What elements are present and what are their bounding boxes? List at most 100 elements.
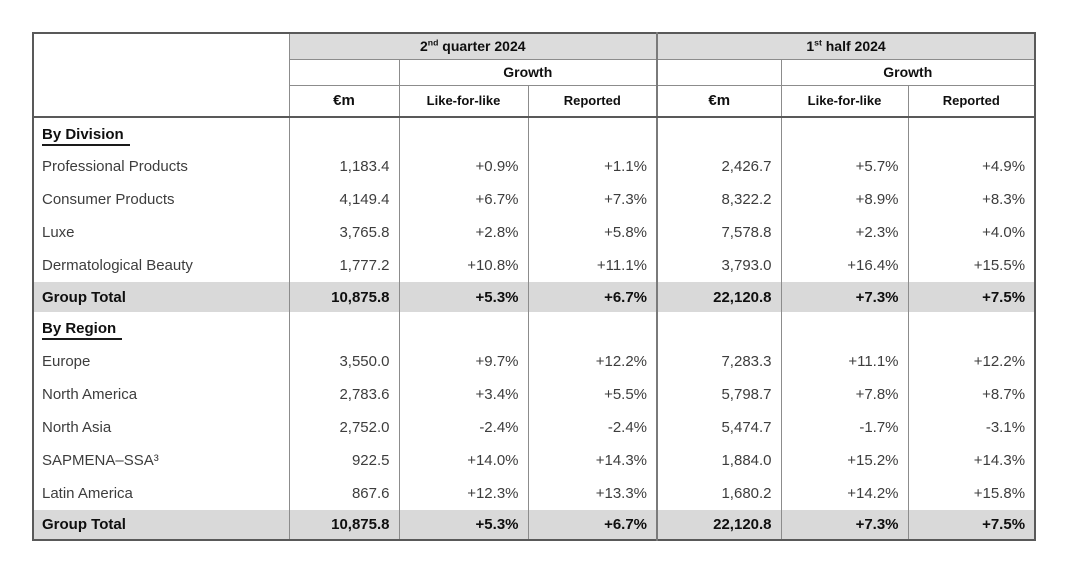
value-cell: +5.8% (527, 216, 658, 249)
value-cell: 4,149.4 (288, 183, 399, 216)
value-cell: +6.7% (527, 510, 658, 540)
empty-cell (780, 117, 909, 150)
value-cell: 3,793.0 (656, 249, 782, 282)
value-cell: +11.1% (527, 249, 658, 282)
value-cell: 1,183.4 (288, 150, 399, 183)
value-cell: -1.7% (780, 411, 909, 444)
value-cell: 10,875.8 (288, 282, 399, 312)
value-cell: 22,120.8 (656, 510, 782, 540)
value-cell: +7.3% (780, 510, 909, 540)
value-cell: +1.1% (527, 150, 658, 183)
row-label: Group Total (33, 510, 289, 540)
row-label: North America (42, 386, 138, 403)
column-header-row: €m Like-for-like Reported €m Like-for-li… (33, 85, 1036, 118)
value-cell: 867.6 (288, 477, 399, 510)
value-cell: +6.7% (527, 282, 658, 312)
empty-cell (527, 117, 658, 150)
period-header-q2: 2nd quarter 2024 (288, 33, 658, 60)
value-cell: +7.3% (780, 282, 909, 312)
row-label: Consumer Products (42, 191, 175, 208)
col-header-h1-em: €m (656, 85, 782, 118)
value-cell: +14.2% (780, 477, 909, 510)
period-q2-rest: quarter 2024 (438, 38, 526, 55)
value-cell: 22,120.8 (656, 282, 782, 312)
value-cell: +8.3% (907, 183, 1036, 216)
value-cell: 1,884.0 (656, 444, 782, 477)
empty-cell (288, 59, 399, 86)
value-cell: +2.8% (398, 216, 528, 249)
table-row-latin-america: Latin America 867.6 +12.3% +13.3% 1,680.… (33, 477, 1036, 510)
empty-cell (656, 59, 782, 86)
growth-header-q2: Growth (398, 59, 658, 86)
value-cell: +14.3% (907, 444, 1036, 477)
col-header-q2-lfl: Like-for-like (398, 85, 528, 118)
value-cell: +12.3% (398, 477, 528, 510)
value-cell: 1,680.2 (656, 477, 782, 510)
table-row-professional-products: Professional Products 1,183.4 +0.9% +1.1… (33, 150, 1036, 183)
period-header-row: 2nd quarter 2024 1st half 2024 (33, 33, 1036, 118)
col-header-h1-reported: Reported (907, 85, 1036, 118)
value-cell: 2,783.6 (288, 378, 399, 411)
period-q2-prefix: 2 (419, 38, 428, 55)
value-cell: +13.3% (527, 477, 658, 510)
period-header-h1: 1st half 2024 (656, 33, 1036, 60)
value-cell: +14.0% (398, 444, 528, 477)
value-cell: +5.3% (398, 510, 528, 540)
row-label: Dermatological Beauty (42, 257, 193, 274)
empty-cell (907, 312, 1036, 345)
col-header-h1-lfl: Like-for-like (780, 85, 909, 118)
value-cell: 2,752.0 (288, 411, 399, 444)
value-cell: +6.7% (398, 183, 528, 216)
section-title-by-division: By Division (42, 125, 130, 146)
value-cell: -2.4% (527, 411, 658, 444)
table-row-north-america: North America 2,783.6 +3.4% +5.5% 5,798.… (33, 378, 1036, 411)
value-cell: +8.9% (780, 183, 909, 216)
row-label: SAPMENA–SSA³ (42, 452, 159, 469)
value-cell: +2.3% (780, 216, 909, 249)
empty-cell (780, 312, 909, 345)
value-cell: 922.5 (288, 444, 399, 477)
period-h1-prefix: 1 (806, 38, 815, 55)
empty-cell (288, 117, 399, 150)
value-cell: +14.3% (527, 444, 658, 477)
value-cell: +7.5% (907, 510, 1036, 540)
period-h1-rest: half 2024 (821, 38, 886, 55)
value-cell: +0.9% (398, 150, 528, 183)
value-cell: 3,765.8 (288, 216, 399, 249)
value-cell: 10,875.8 (288, 510, 399, 540)
period-q2-ordinal: nd (427, 37, 439, 48)
table-row-consumer-products: Consumer Products 4,149.4 +6.7% +7.3% 8,… (33, 183, 1036, 216)
row-label: Europe (42, 353, 91, 370)
row-label: Group Total (33, 282, 289, 312)
value-cell: 2,426.7 (656, 150, 782, 183)
value-cell: 7,578.8 (656, 216, 782, 249)
empty-cell (527, 312, 658, 345)
section-title-by-region: By Region (42, 320, 123, 340)
section-row-by-division: By Division (33, 117, 1036, 150)
value-cell: +8.7% (907, 378, 1036, 411)
value-cell: +9.7% (398, 345, 528, 378)
value-cell: +12.2% (907, 345, 1036, 378)
value-cell: +15.8% (907, 477, 1036, 510)
value-cell: 5,798.7 (656, 378, 782, 411)
row-label: Professional Products (42, 158, 188, 175)
col-header-q2-em: €m (288, 85, 399, 118)
value-cell: +5.5% (527, 378, 658, 411)
value-cell: +5.7% (780, 150, 909, 183)
section-row-by-region: By Region (33, 312, 1036, 345)
empty-cell (656, 117, 782, 150)
row-label: North Asia (42, 419, 112, 436)
value-cell: +4.0% (907, 216, 1036, 249)
value-cell: +4.9% (907, 150, 1036, 183)
value-cell: +15.2% (780, 444, 909, 477)
value-cell: +7.3% (527, 183, 658, 216)
value-cell: 3,550.0 (288, 345, 399, 378)
value-cell: 5,474.7 (656, 411, 782, 444)
value-cell: 8,322.2 (656, 183, 782, 216)
results-table: 2nd quarter 2024 1st half 2024 Growth Gr… (32, 32, 1037, 541)
table-row-dermatological-beauty: Dermatological Beauty 1,777.2 +10.8% +11… (33, 249, 1036, 282)
period-h1-ordinal: st (814, 37, 822, 48)
value-cell: +5.3% (398, 282, 528, 312)
empty-cell (288, 312, 399, 345)
table-row-europe: Europe 3,550.0 +9.7% +12.2% 7,283.3 +11.… (33, 345, 1036, 378)
